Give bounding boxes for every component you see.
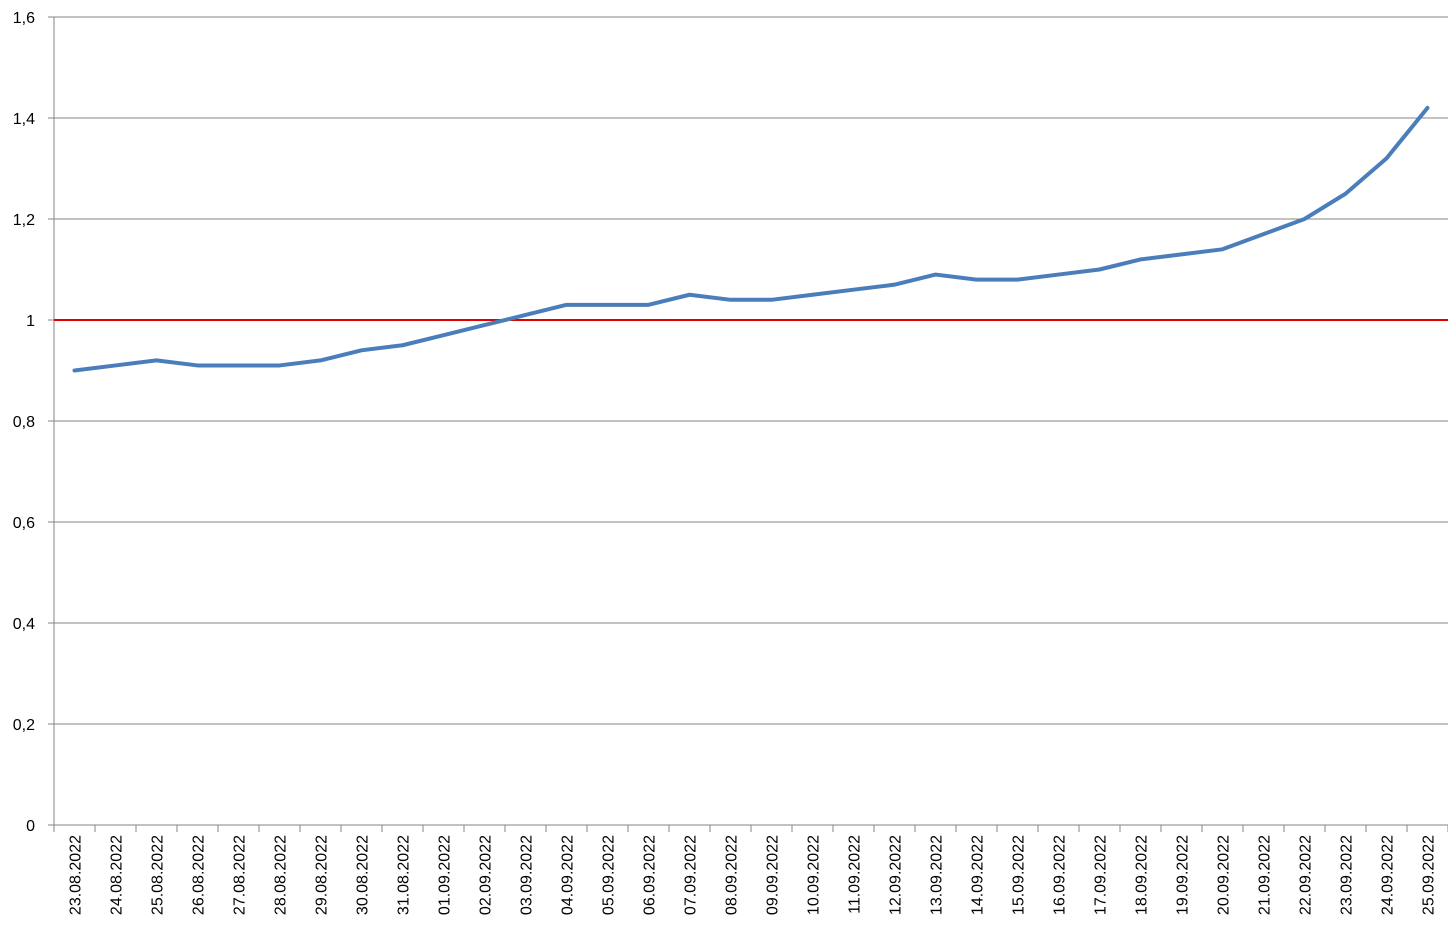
x-tick-label: 28.08.2022 bbox=[273, 835, 290, 915]
y-tick-label: 0,2 bbox=[13, 717, 35, 734]
y-tick-label: 0 bbox=[26, 818, 35, 835]
x-tick-label: 13.09.2022 bbox=[929, 835, 946, 915]
x-tick-label: 05.09.2022 bbox=[601, 835, 618, 915]
x-tick-label: 18.09.2022 bbox=[1134, 835, 1151, 915]
x-tick-label: 24.08.2022 bbox=[109, 835, 126, 915]
x-tick-label: 20.09.2022 bbox=[1216, 835, 1233, 915]
data-line bbox=[72, 105, 1430, 373]
x-tick-label: 23.09.2022 bbox=[1339, 835, 1356, 915]
x-tick-label: 25.09.2022 bbox=[1421, 835, 1438, 915]
y-tick-label: 1,2 bbox=[13, 212, 35, 229]
x-tick-label: 22.09.2022 bbox=[1298, 835, 1315, 915]
x-tick-label: 02.09.2022 bbox=[478, 835, 495, 915]
x-tick-label: 19.09.2022 bbox=[1175, 835, 1192, 915]
x-tick-label: 12.09.2022 bbox=[888, 835, 905, 915]
y-tick-label: 0,6 bbox=[13, 515, 35, 532]
x-tick-label: 26.08.2022 bbox=[191, 835, 208, 915]
y-tick-label: 1,6 bbox=[13, 10, 35, 27]
x-tick-label: 17.09.2022 bbox=[1093, 835, 1110, 915]
x-tick-label: 25.08.2022 bbox=[150, 835, 167, 915]
x-tick-label: 01.09.2022 bbox=[437, 835, 454, 915]
x-tick-label: 08.09.2022 bbox=[724, 835, 741, 915]
x-tick-label: 15.09.2022 bbox=[1011, 835, 1028, 915]
x-tick-label: 09.09.2022 bbox=[765, 835, 782, 915]
x-tick-label: 31.08.2022 bbox=[396, 835, 413, 915]
y-tick-label: 1,4 bbox=[13, 111, 35, 128]
x-tick-label: 14.09.2022 bbox=[970, 835, 987, 915]
x-tick-label: 04.09.2022 bbox=[560, 835, 577, 915]
y-tick-label: 0,4 bbox=[13, 616, 35, 633]
y-tick-label: 0,8 bbox=[13, 414, 35, 431]
x-tick-label: 16.09.2022 bbox=[1052, 835, 1069, 915]
x-tick-label: 24.09.2022 bbox=[1380, 835, 1397, 915]
x-tick-label: 11.09.2022 bbox=[847, 835, 864, 914]
x-tick-label: 07.09.2022 bbox=[683, 835, 700, 915]
y-tick-label: 1 bbox=[26, 313, 35, 330]
x-tick-label: 30.08.2022 bbox=[355, 835, 372, 915]
x-tick-label: 21.09.2022 bbox=[1257, 835, 1274, 915]
x-tick-label: 23.08.2022 bbox=[68, 835, 85, 915]
x-tick-label: 10.09.2022 bbox=[806, 835, 823, 915]
x-tick-label: 06.09.2022 bbox=[642, 835, 659, 915]
x-tick-label: 27.08.2022 bbox=[232, 835, 249, 915]
x-tick-label: 29.08.2022 bbox=[314, 835, 331, 915]
x-tick-label: 03.09.2022 bbox=[519, 835, 536, 915]
